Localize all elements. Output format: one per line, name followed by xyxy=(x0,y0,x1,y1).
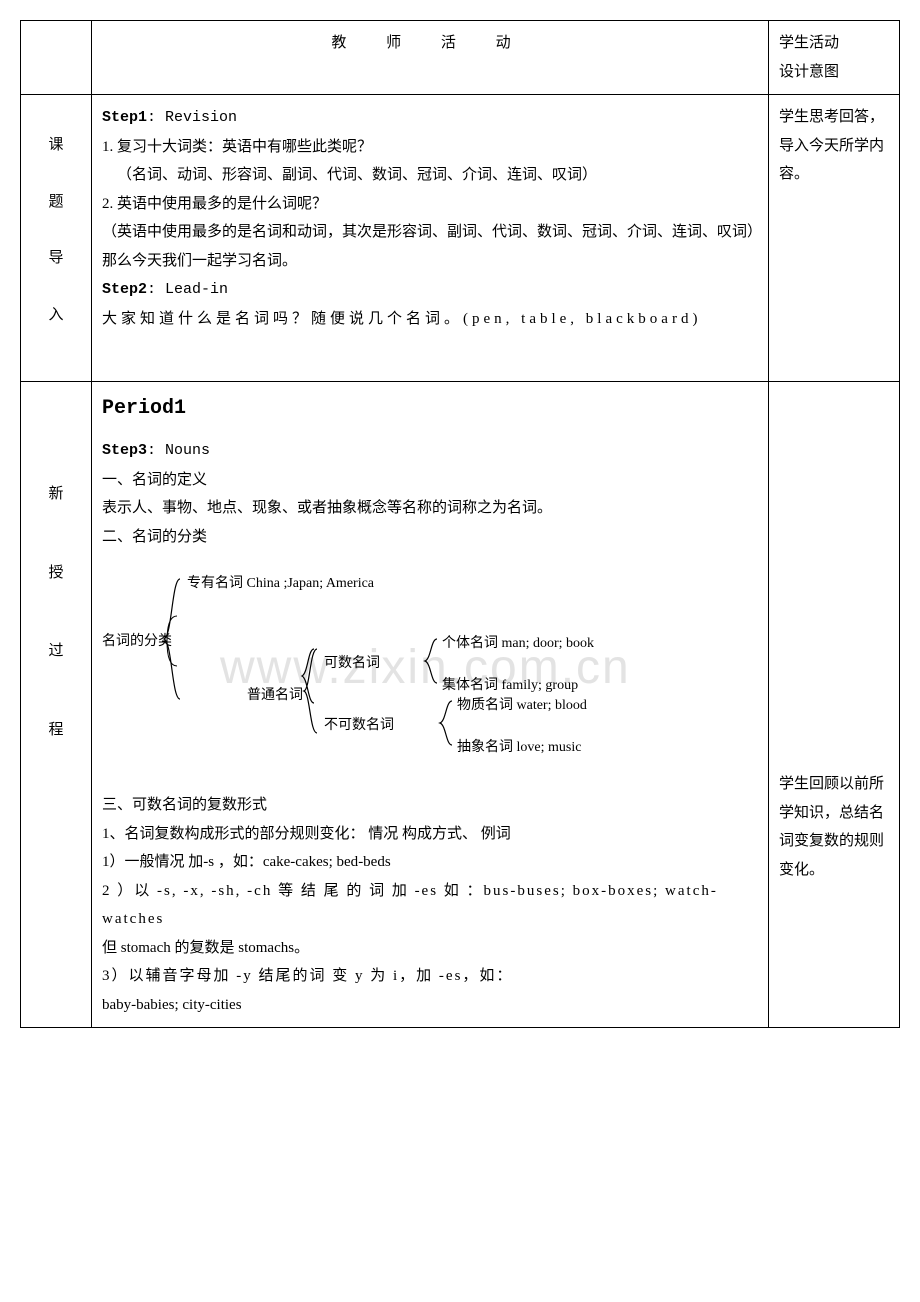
left-char: 新 xyxy=(31,480,81,509)
row2-right: 学生回顾以前所学知识，总结名词变复数的规则变化。 xyxy=(769,382,900,1028)
sec3-l6: baby-babies; city-cities xyxy=(102,991,758,1020)
row1-line4: （英语中使用最多的是名词和动词，其次是形容词、副词、代词、数词、冠词、介词、连词… xyxy=(102,218,758,275)
header-right-line2: 设计意图 xyxy=(779,64,839,80)
row1-right: 学生思考回答，导入今天所学内容。 xyxy=(769,95,900,382)
header-left-empty xyxy=(21,21,92,95)
header-right: 学生活动 设计意图 xyxy=(769,21,900,95)
left-char: 程 xyxy=(31,716,81,745)
lesson-plan-table: 教 师 活 动 学生活动 设计意图 课 题 导 入 Step1: Revisio… xyxy=(20,20,900,1028)
left-char: 导 xyxy=(31,244,81,273)
tree-n2b1: 物质名词 water; blood xyxy=(457,693,587,720)
step3-label: Step3 xyxy=(102,442,147,459)
tree-n2a: 可数名词 xyxy=(324,651,380,678)
tree-n2b: 不可数名词 xyxy=(324,713,394,740)
left-char: 过 xyxy=(31,637,81,666)
sec3-l4: 但 stomach 的复数是 stomachs。 xyxy=(102,934,758,963)
sec3-l3: 2 ）以 -s, -x, -sh, -ch 等 结 尾 的 词 加 -es 如 … xyxy=(102,877,758,934)
row1-line1: 1. 复习十大词类：英语中有哪些此类呢？ xyxy=(102,133,758,162)
period-title: Period1 xyxy=(102,390,758,428)
header-center: 教 师 活 动 xyxy=(92,21,769,95)
row1-line5: 大家知道什么是名词吗？随便说几个名词。(pen, table, blackboa… xyxy=(102,305,758,334)
step3-tail: : Nouns xyxy=(147,442,210,459)
sec3-l1: 1、名词复数构成形式的部分规则变化： 情况 构成方式、 例词 xyxy=(102,820,758,849)
tree-n2b2: 抽象名词 love; music xyxy=(457,735,581,762)
row2-left: 新 授 过 程 xyxy=(21,382,92,1028)
sec1-body: 表示人、事物、地点、现象、或者抽象概念等名称的词称之为名词。 xyxy=(102,494,758,523)
left-char: 授 xyxy=(31,559,81,588)
step2-tail: : Lead-in xyxy=(147,281,228,298)
step1-tail: : Revision xyxy=(147,109,237,126)
sec3-title: 三、可数名词的复数形式 xyxy=(102,791,758,820)
sec3-l5: 3）以辅音字母加 -y 结尾的词 变 y 为 i，加 -es，如： xyxy=(102,962,758,991)
left-char: 课 xyxy=(31,131,81,160)
tree-n2: 普通名词 xyxy=(247,683,303,710)
sec1-title: 一、名词的定义 xyxy=(102,466,758,495)
left-char: 题 xyxy=(31,188,81,217)
tree-n2a1: 个体名词 man; door; book xyxy=(442,631,594,658)
row1-content: Step1: Revision 1. 复习十大词类：英语中有哪些此类呢？ （名词… xyxy=(92,95,769,382)
step2-label: Step2 xyxy=(102,281,147,298)
row1-line3: 2. 英语中使用最多的是什么词呢？ xyxy=(102,190,758,219)
step1-label: Step1 xyxy=(102,109,147,126)
row1-left: 课 题 导 入 xyxy=(21,95,92,382)
tree-root: 名词的分类 xyxy=(102,629,172,656)
left-char: 入 xyxy=(31,301,81,330)
header-right-line1: 学生活动 xyxy=(779,35,839,51)
sec3-l2: 1）一般情况 加-s ，如：cake-cakes; bed-beds xyxy=(102,848,758,877)
row1-line2: （名词、动词、形容词、副词、代词、数词、冠词、介词、连词、叹词） xyxy=(117,161,758,190)
row2-content: Period1 Step3: Nouns 一、名词的定义 表示人、事物、地点、现… xyxy=(92,382,769,1028)
row2-right-text: 学生回顾以前所学知识，总结名词变复数的规则变化。 xyxy=(779,770,889,884)
tree-n1: 专有名词 China ;Japan; America xyxy=(187,571,374,598)
sec2-title: 二、名词的分类 xyxy=(102,523,758,552)
